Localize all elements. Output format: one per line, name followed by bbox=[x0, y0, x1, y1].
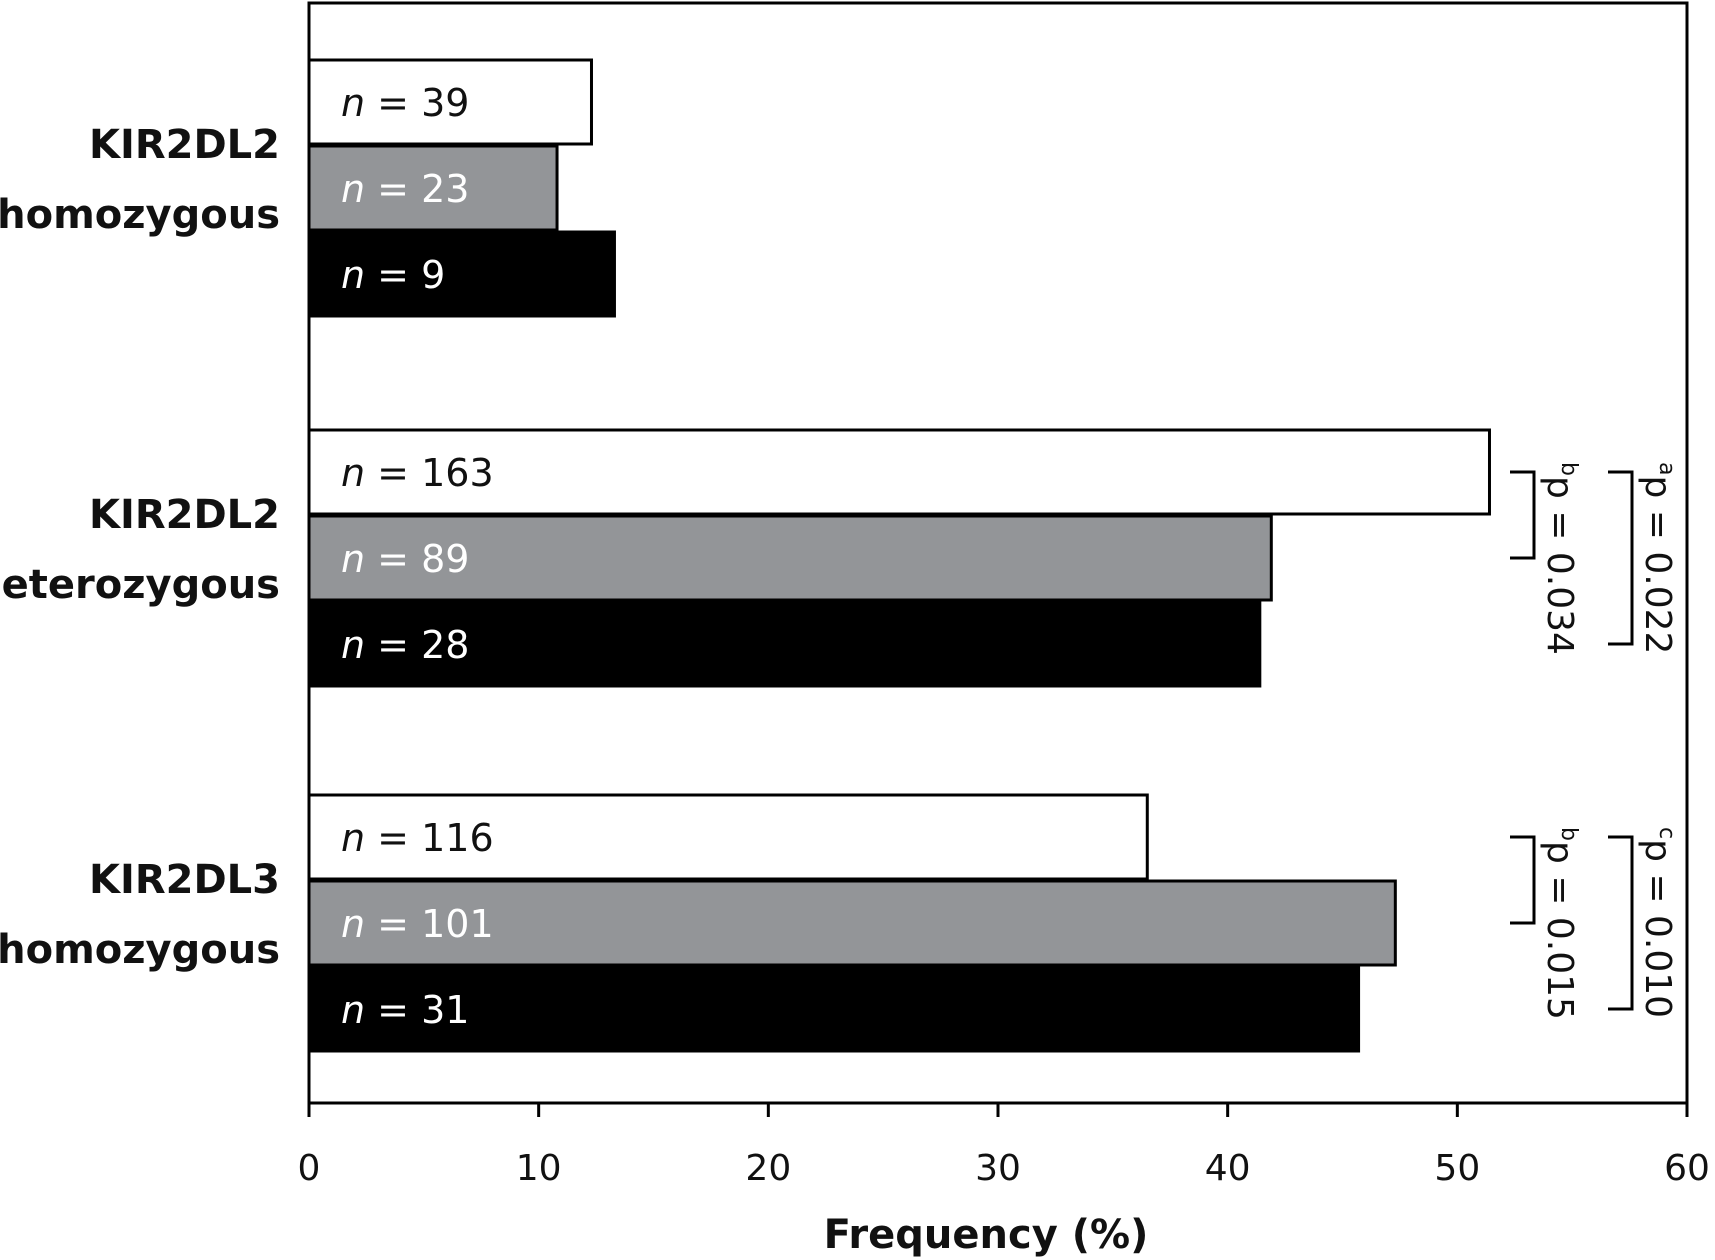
bar bbox=[307, 793, 1149, 881]
x-axis: 0 10 20 30 40 50 60 bbox=[298, 1103, 1710, 1189]
category-label: KIR2DL2 bbox=[89, 122, 280, 168]
bar-n-label: n = 39 bbox=[341, 81, 469, 125]
significance-annotations: bp = 0.034 ap = 0.022 bp = 0.015 cp = 0.010 bbox=[1510, 462, 1679, 1020]
bar bbox=[307, 428, 1491, 516]
x-tick-label: 10 bbox=[516, 1148, 562, 1189]
category-label: homozygous bbox=[0, 192, 280, 238]
x-tick-label: 0 bbox=[298, 1148, 321, 1189]
bar-n-label: n = 23 bbox=[341, 167, 469, 211]
significance-bracket bbox=[1608, 835, 1634, 1011]
p-value-label: bp = 0.015 bbox=[1539, 827, 1581, 1020]
x-tick-label: 30 bbox=[975, 1148, 1021, 1189]
x-tick-label: 20 bbox=[745, 1148, 791, 1189]
x-tick-label: 40 bbox=[1205, 1148, 1251, 1189]
category-label: KIR2DL3 bbox=[89, 857, 280, 903]
category-label: homozygous bbox=[0, 927, 280, 973]
bar bbox=[307, 144, 559, 232]
x-axis-title: Frequency (%) bbox=[824, 1212, 1149, 1258]
bar bbox=[307, 965, 1361, 1053]
significance-bracket bbox=[1510, 470, 1536, 560]
x-tick-label: 50 bbox=[1434, 1148, 1480, 1189]
p-value-label: cp = 0.010 bbox=[1637, 827, 1679, 1018]
bar bbox=[307, 879, 1397, 967]
category-label: heterozygous bbox=[0, 562, 280, 608]
bars-layer: n = 39 n = 163 n = 116 n = 23 n = 89 n = 101 n… bbox=[307, 58, 1491, 1053]
bar-n-label: n = 9 bbox=[341, 253, 445, 297]
significance-bracket bbox=[1510, 835, 1536, 925]
p-value-label: ap = 0.022 bbox=[1637, 462, 1679, 654]
bar bbox=[307, 58, 593, 146]
x-tick-label: 60 bbox=[1664, 1148, 1710, 1189]
bar bbox=[307, 230, 616, 318]
bar-n-label: n = 31 bbox=[341, 988, 469, 1032]
bar bbox=[307, 600, 1262, 688]
category-labels: KIR2DL2 homozygous KIR2DL2 heterozygous KIR2… bbox=[0, 122, 280, 973]
significance-bracket bbox=[1608, 470, 1634, 646]
bar-n-label: n = 116 bbox=[341, 816, 494, 860]
bar-n-label: n = 28 bbox=[341, 623, 469, 667]
bar-n-label: n = 101 bbox=[341, 902, 494, 946]
p-value-label: bp = 0.034 bbox=[1539, 462, 1581, 655]
bar-n-label: n = 163 bbox=[341, 451, 494, 495]
category-label: KIR2DL2 bbox=[89, 492, 280, 538]
bar bbox=[307, 514, 1273, 602]
bar-n-label: n = 89 bbox=[341, 537, 469, 581]
